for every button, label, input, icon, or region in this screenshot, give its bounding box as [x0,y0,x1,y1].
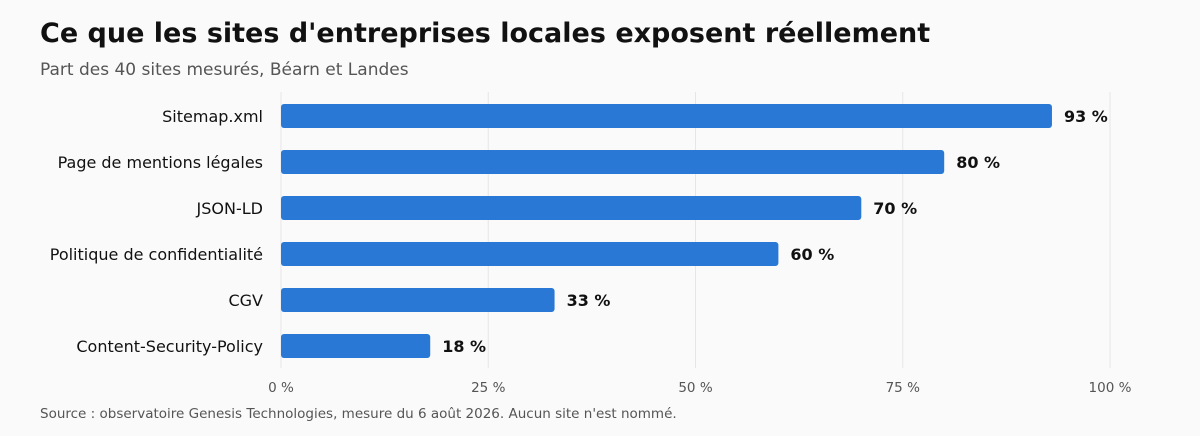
chart-source: Source : observatoire Genesis Technologi… [40,406,677,422]
value-label: 70 % [873,199,917,218]
chart-subtitle: Part des 40 sites mesurés, Béarn et Land… [40,60,409,80]
value-label: 33 % [567,291,611,310]
x-tick-label: 0 % [268,380,294,396]
category-label: Politique de confidentialité [50,245,263,264]
x-tick-label: 25 % [471,380,505,396]
bar [281,150,945,174]
bar [281,242,779,266]
x-tick-label: 50 % [678,380,712,396]
chart-title: Ce que les sites d'entreprises locales e… [40,18,931,49]
value-label: 18 % [442,337,486,356]
x-tick-label: 100 % [1089,380,1132,396]
bar [281,104,1052,128]
category-label: CGV [228,291,263,310]
bar [281,288,555,312]
category-label: Sitemap.xml [162,107,263,126]
category-label: Content-Security-Policy [76,337,263,356]
bar [281,196,862,220]
value-label: 93 % [1064,107,1108,126]
value-label: 80 % [956,153,1000,172]
category-label: Page de mentions légales [58,153,263,172]
value-label: 60 % [790,245,834,264]
bar [281,334,431,358]
category-label: JSON-LD [196,199,263,218]
x-tick-label: 75 % [886,380,920,396]
